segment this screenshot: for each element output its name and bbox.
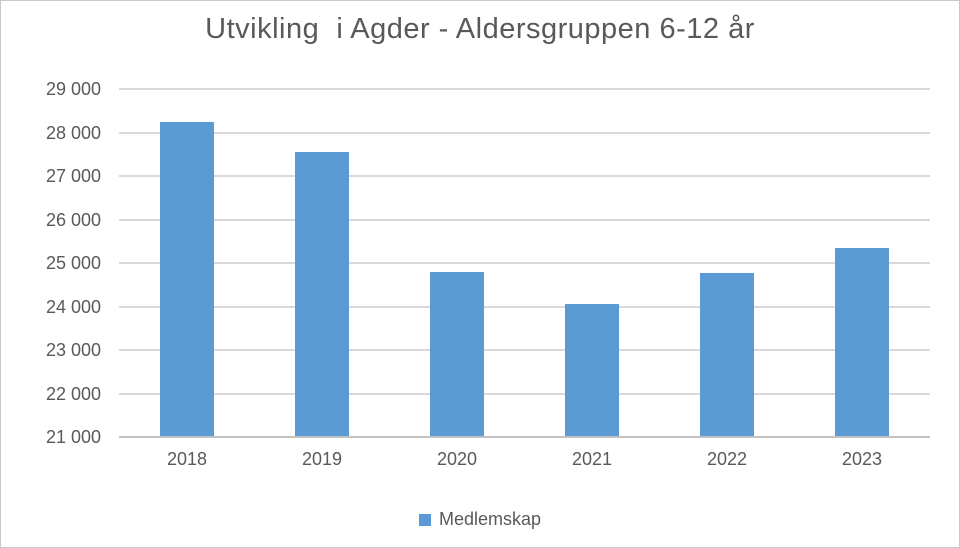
y-axis-tick-21000: 21 000 [45,427,101,447]
bar-2019 [295,152,349,437]
gridline-28000 [119,132,930,134]
y-axis-tick-26000: 26 000 [45,210,101,230]
legend-label-medlemskap: Medlemskap [438,509,542,529]
x-axis-tick-2018: 2018 [166,449,208,469]
gridline-25000 [119,262,930,264]
y-axis-tick-29000: 29 000 [45,79,101,99]
x-axis-tick-2020: 2020 [436,449,478,469]
y-axis-tick-25000: 25 000 [45,253,101,273]
x-axis-tick-2023: 2023 [841,449,883,469]
y-axis-tick-23000: 23 000 [45,340,101,360]
y-axis-tick-27000: 27 000 [45,166,101,186]
gridline-26000 [119,219,930,221]
gridline-22000 [119,393,930,395]
y-axis-tick-22000: 22 000 [45,384,101,404]
legend: Medlemskap [1,509,959,530]
y-axis-tick-28000: 28 000 [45,123,101,143]
bar-2021 [565,304,619,437]
gridline-29000 [119,88,930,90]
x-axis-tick-2022: 2022 [706,449,748,469]
gridline-27000 [119,175,930,177]
bar-2022 [700,273,754,437]
gridline-23000 [119,349,930,351]
legend-swatch-medlemskap [418,513,431,526]
chart-title: Utvikling i Agder - Aldersgruppen 6-12 å… [205,13,755,45]
bar-2020 [430,272,484,437]
gridline-24000 [119,306,930,308]
bar-2018 [160,122,214,437]
y-axis-tick-24000: 24 000 [45,297,101,317]
x-axis-tick-2021: 2021 [571,449,613,469]
bar-2023 [835,248,889,437]
x-axis-line [119,436,930,438]
x-axis-tick-2019: 2019 [301,449,343,469]
